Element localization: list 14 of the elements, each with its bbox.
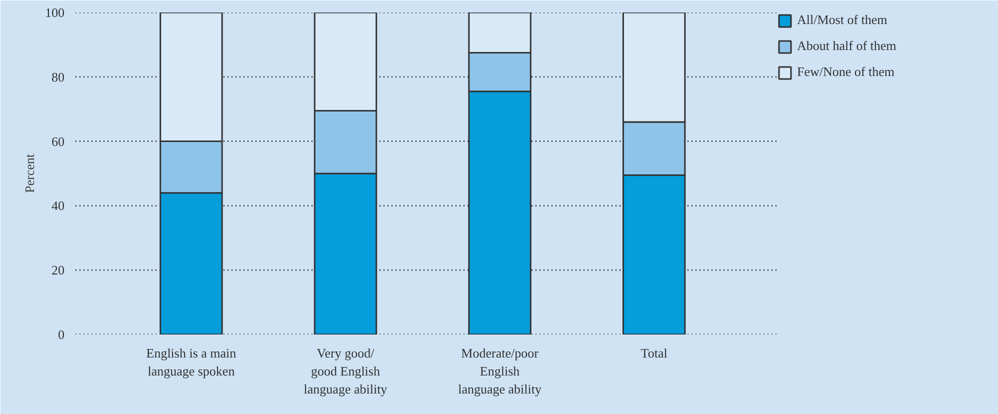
y-tick-label: 60 bbox=[52, 134, 64, 149]
y-tick-label: 40 bbox=[52, 198, 64, 214]
y-tick-label: 20 bbox=[52, 262, 64, 278]
legend-label: About half of them bbox=[797, 38, 896, 54]
y-tick-label: 0 bbox=[58, 327, 64, 342]
y-axis-title: Percent bbox=[22, 154, 37, 193]
y-tick-label: 80 bbox=[52, 69, 64, 84]
x-tick-label: Very good/ good English language ability bbox=[304, 346, 388, 396]
x-tick-label: English is a main language spoken bbox=[146, 346, 237, 378]
legend-label: Few/None of them bbox=[797, 64, 894, 80]
y-tick-label: 100 bbox=[45, 5, 64, 20]
legend-label: All/Most of them bbox=[797, 12, 888, 28]
x-tick-label: Moderate/poor English language ability bbox=[458, 346, 542, 396]
x-tick-label: Total bbox=[640, 346, 668, 360]
